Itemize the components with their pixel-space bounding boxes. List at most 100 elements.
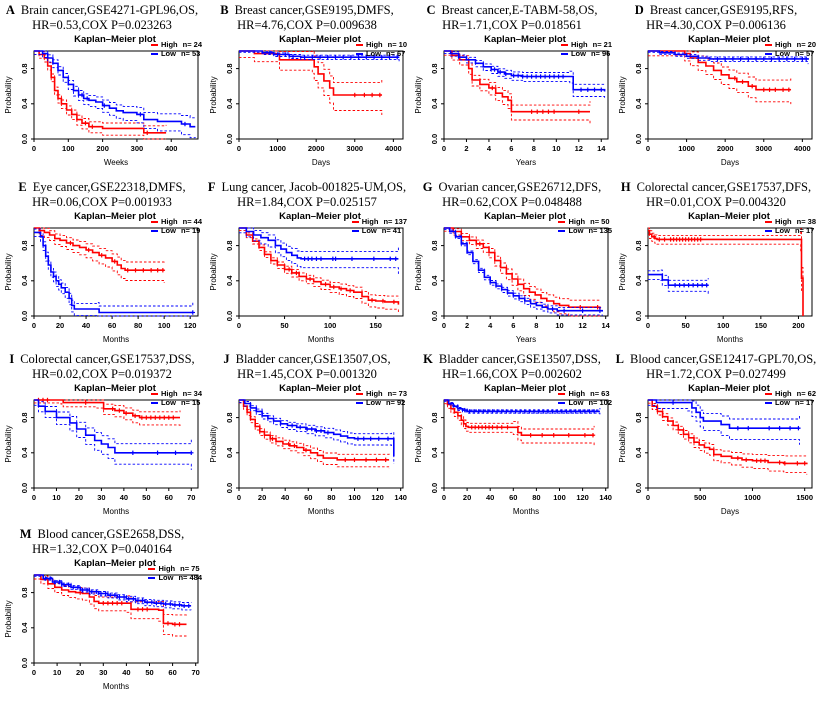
legend-n-high: n= 21 xyxy=(592,40,612,49)
x-tick-label: 10 xyxy=(555,321,563,330)
high-ci-upper xyxy=(34,50,167,126)
high-ci-upper xyxy=(239,227,399,298)
panel-title: L Blood cancer,GSE12417-GPL70,OS, HR=1.72… xyxy=(614,352,818,382)
low-ci-upper xyxy=(34,50,196,118)
km-panel: K Bladder cancer,GSE13507,DSS, HR=1.66,CO… xyxy=(410,352,614,528)
x-axis-label: Days xyxy=(721,158,739,167)
y-axis-label: Probability xyxy=(209,425,218,462)
x-axis-label: Months xyxy=(308,507,334,516)
y-tick-label: 0.4 xyxy=(634,446,643,457)
panel-title-line1-row: K Bladder cancer,GSE13507,DSS, xyxy=(410,352,614,367)
panel-title-line1-row: J Bladder cancer,GSE13507,OS, xyxy=(205,352,409,367)
panel-title-line1: Breast cancer,GSE9195,RFS, xyxy=(649,3,798,17)
high-curve xyxy=(444,398,595,436)
x-axis-label: Months xyxy=(308,335,334,344)
km-plot: 0.0 0.4 0.8 Probability 0 20 40 60 80 100 120 140 Mo… xyxy=(414,398,612,516)
km-plot-title: Kaplan–Meier plot xyxy=(688,382,770,394)
panel-title-line2: HR=0.01,COX P=0.004320 xyxy=(646,194,786,209)
plot-frame xyxy=(647,50,813,139)
legend-item-high: High n= 21 xyxy=(560,40,612,49)
low-curve xyxy=(239,226,399,260)
low-curve xyxy=(648,273,709,286)
panel-title-line1-row: M Blood cancer,GSE2658,DSS, xyxy=(0,527,204,542)
panel-letter: B xyxy=(220,3,229,17)
x-tick-label: 1000 xyxy=(269,144,286,153)
x-tick-label: 2 xyxy=(464,144,468,153)
y-tick-label: 0.0 xyxy=(634,133,643,143)
km-panel: B Breast cancer,GSE9195,DMFS, HR=4.76,COX… xyxy=(205,3,409,179)
legend-label-low: Low xyxy=(570,49,586,59)
x-tick-label: 60 xyxy=(168,668,176,677)
panel-letter: E xyxy=(18,180,27,194)
legend-item-high: High n= 44 xyxy=(150,217,202,226)
km-plot: 0.0 0.4 0.8 Probability 0 50 100 150 Months xyxy=(209,226,404,344)
y-tick-label: 0.0 xyxy=(225,310,234,320)
legend-label-low: Low xyxy=(774,226,790,236)
high-ci-lower xyxy=(239,401,390,469)
km-plot: 0.0 0.4 0.8 Probability 0 20 40 60 80 100 120 Month… xyxy=(4,226,199,344)
legend-n-high: n= 10 xyxy=(387,40,407,49)
x-tick-label: 14 xyxy=(602,321,611,330)
plot-frame xyxy=(443,399,609,488)
panel-letter: L xyxy=(615,352,625,366)
x-tick-label: 4000 xyxy=(385,144,402,153)
legend-label-high: High xyxy=(160,217,178,226)
legend-label-high: High xyxy=(774,389,792,398)
km-plot: 0.0 0.4 0.8 Probability 0 10 20 30 40 50 60 70 Month… xyxy=(4,573,200,691)
legend-item-high: High n= 62 xyxy=(764,389,816,398)
panel-title-line2: HR=1.72,COX P=0.027499 xyxy=(646,366,786,381)
x-tick-label: 50 xyxy=(280,321,288,330)
legend: High n= 137 Low n= 41 xyxy=(351,217,407,236)
km-plot: 0.0 0.4 0.8 Probability 0 1000 2000 3000 4000 Day… xyxy=(618,49,813,167)
legend: High n= 50 Low n= 135 xyxy=(558,217,612,236)
y-tick-label: 0.0 xyxy=(20,310,29,320)
x-tick-label: 4 xyxy=(487,144,492,153)
plot-frame xyxy=(238,399,404,488)
x-tick-label: 0 xyxy=(442,144,446,153)
legend-n-low: n= 96 xyxy=(590,49,611,59)
km-plot-title: Kaplan–Meier plot xyxy=(484,210,566,222)
x-tick-label: 60 xyxy=(304,493,312,502)
y-axis-label: Probability xyxy=(618,425,627,462)
high-ci-lower xyxy=(34,578,187,637)
panel-title-line1-row: D Breast cancer,GSE9195,RFS, xyxy=(614,3,818,18)
legend-line-high-icon xyxy=(150,220,158,223)
km-plot-title: Kaplan–Meier plot xyxy=(279,33,361,45)
x-tick-label: 30 xyxy=(97,493,105,502)
legend-item-high: High n= 75 xyxy=(148,564,202,573)
x-tick-label: 0 xyxy=(237,321,241,330)
panel-letter: J xyxy=(223,352,230,366)
legend-line-low-icon xyxy=(764,53,772,56)
km-plot: 0.0 0.4 0.8 Probability 0 20 40 60 80 100 120 140 Mo… xyxy=(209,398,407,516)
panel-title-line1-row: E Eye cancer,GSE22318,DMFS, xyxy=(0,180,204,195)
y-tick-label: 0.8 xyxy=(430,63,439,73)
legend: High n= 73 Low n= 92 xyxy=(355,389,407,408)
legend-line-high-icon xyxy=(150,392,158,395)
legend-n-low: n= 53 xyxy=(180,49,201,59)
legend-n-low: n= 57 xyxy=(794,49,815,59)
y-axis-label: Probability xyxy=(414,425,423,462)
x-tick-label: 30 xyxy=(99,668,107,677)
legend-item-low: Low n= 41 xyxy=(351,226,407,235)
x-tick-label: 140 xyxy=(599,493,612,502)
x-tick-label: 4000 xyxy=(794,144,811,153)
x-tick-label: 50 xyxy=(681,321,689,330)
legend-n-low: n= 17 xyxy=(794,398,815,408)
x-tick-label: 0 xyxy=(442,493,446,502)
x-tick-label: 200 xyxy=(792,321,805,330)
plot-frame xyxy=(443,227,609,316)
x-tick-label: 100 xyxy=(62,144,75,153)
y-axis-label: Probability xyxy=(4,600,13,637)
low-ci-upper xyxy=(444,227,603,308)
high-ci-lower xyxy=(239,56,383,115)
x-tick-label: 12 xyxy=(575,144,583,153)
legend-label-low: Low xyxy=(365,49,381,59)
x-tick-label: 60 xyxy=(108,321,116,330)
km-panel: H Colorectal cancer,GSE17537,DFS, HR=0.01… xyxy=(614,180,818,356)
legend: High n= 75 Low n= 484 xyxy=(148,564,202,583)
legend-line-low-icon xyxy=(355,53,363,56)
legend-n-low: n= 67 xyxy=(385,49,406,59)
low-ci-upper xyxy=(34,399,192,444)
high-ci-upper xyxy=(648,50,792,81)
y-tick-label: 0.8 xyxy=(20,412,29,422)
